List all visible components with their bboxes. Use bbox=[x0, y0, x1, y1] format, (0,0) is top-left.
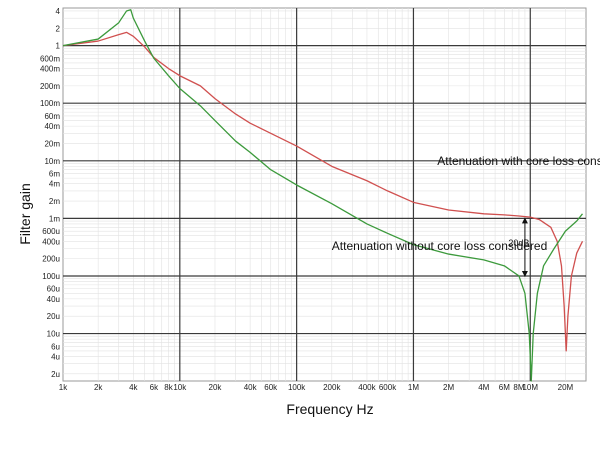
x-tick-label: 6k bbox=[150, 383, 159, 392]
y-tick-label: 2u bbox=[51, 370, 60, 379]
x-axis-title: Frequency Hz bbox=[286, 401, 373, 417]
x-tick-label: 100k bbox=[288, 383, 306, 392]
y-tick-label: 40u bbox=[47, 295, 60, 304]
y-tick-label: 1m bbox=[49, 214, 60, 223]
x-tick-label: 2M bbox=[443, 383, 454, 392]
x-tick-label: 600k bbox=[379, 383, 397, 392]
x-tick-label: 6M bbox=[499, 383, 510, 392]
x-tick-label: 40k bbox=[244, 383, 258, 392]
x-tick-label: 8k bbox=[164, 383, 173, 392]
x-tick-label: 1k bbox=[59, 383, 68, 392]
y-tick-label: 600m bbox=[40, 54, 60, 63]
x-tick-label: 4M bbox=[478, 383, 489, 392]
y-tick-label: 400u bbox=[42, 237, 60, 246]
x-tick-label: 4k bbox=[129, 383, 138, 392]
annotation-label: Attenuation without core loss considered bbox=[332, 239, 547, 253]
x-tick-label: 20k bbox=[209, 383, 223, 392]
y-tick-label: 2 bbox=[56, 24, 61, 33]
major-grid bbox=[63, 8, 586, 381]
y-tick-label: 60u bbox=[47, 285, 60, 294]
annotation-label: Attenuation with core loss considered bbox=[437, 154, 600, 168]
y-tick-label: 6u bbox=[51, 342, 60, 351]
x-tick-label: 200k bbox=[323, 383, 341, 392]
series-line-1 bbox=[62, 31, 584, 352]
x-tick-label: 20M bbox=[558, 383, 574, 392]
y-tick-label: 4u bbox=[51, 352, 60, 361]
x-tick-label: 2k bbox=[94, 383, 103, 392]
x-tick-label: 10M bbox=[522, 383, 538, 392]
plot-area bbox=[62, 7, 587, 382]
y-tick-label: 10m bbox=[44, 157, 60, 166]
y-tick-label: 1 bbox=[56, 42, 61, 51]
minor-grid bbox=[63, 8, 586, 381]
x-tick-label: 8M bbox=[513, 383, 524, 392]
annotation-label: 20dB bbox=[508, 238, 529, 248]
y-tick-label: 6m bbox=[49, 170, 60, 179]
y-tick-label: 10u bbox=[47, 330, 60, 339]
y-tick-label: 4 bbox=[56, 7, 61, 16]
y-tick-label: 4m bbox=[49, 180, 60, 189]
series-layer bbox=[62, 9, 584, 382]
y-tick-label: 2m bbox=[49, 197, 60, 206]
y-tick-label: 600u bbox=[42, 227, 60, 236]
x-axis-tick-labels: 1k 2k 4k 6k 8k 10k 20k 40k 60k 100k 200k 400k 600k 1M… bbox=[59, 383, 574, 392]
series-line-2 bbox=[62, 9, 584, 382]
y-tick-label: 400m bbox=[40, 65, 60, 74]
plot-frame bbox=[62, 7, 587, 382]
y-tick-label: 200u bbox=[42, 255, 60, 264]
y-tick-label: 200m bbox=[40, 82, 60, 91]
x-tick-label: 400k bbox=[358, 383, 376, 392]
y-tick-label: 20m bbox=[44, 139, 60, 148]
y-tick-label: 60m bbox=[44, 112, 60, 121]
y-tick-label: 100m bbox=[40, 99, 60, 108]
x-tick-label: 10k bbox=[173, 383, 187, 392]
y-tick-label: 100u bbox=[42, 272, 60, 281]
y-tick-label: 40m bbox=[44, 122, 60, 131]
y-axis-title: Filter gain bbox=[17, 183, 33, 244]
x-tick-label: 60k bbox=[264, 383, 278, 392]
annotations: Attenuation with core loss considered Att… bbox=[332, 154, 600, 277]
y-tick-label: 20u bbox=[47, 312, 60, 321]
x-tick-label: 1M bbox=[408, 383, 419, 392]
